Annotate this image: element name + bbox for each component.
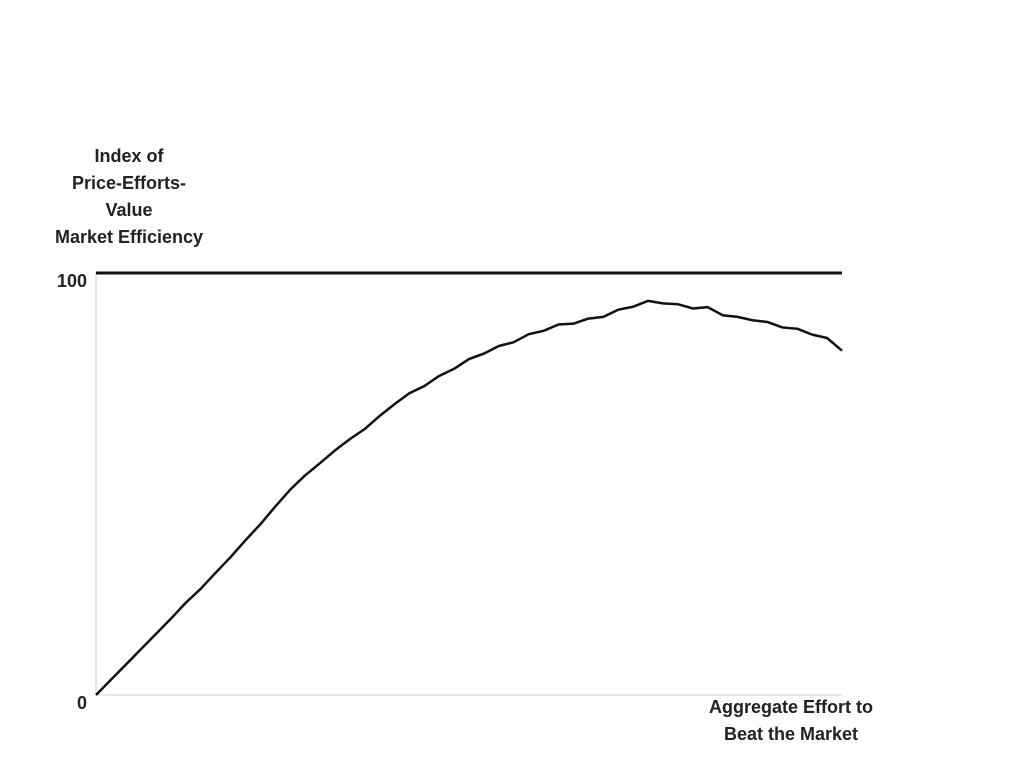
y-axis-label: Value xyxy=(105,200,152,220)
y-axis-label: Price-Efforts- xyxy=(72,173,186,193)
y-tick-label: 0 xyxy=(77,693,87,713)
y-axis-label: Market Efficiency xyxy=(55,227,203,247)
y-axis-label: Index of xyxy=(94,146,164,166)
y-tick-label: 100 xyxy=(57,271,87,291)
x-axis-label: Aggregate Effort to xyxy=(709,697,873,717)
x-axis-label: Beat the Market xyxy=(724,724,858,744)
data-line xyxy=(95,299,843,696)
